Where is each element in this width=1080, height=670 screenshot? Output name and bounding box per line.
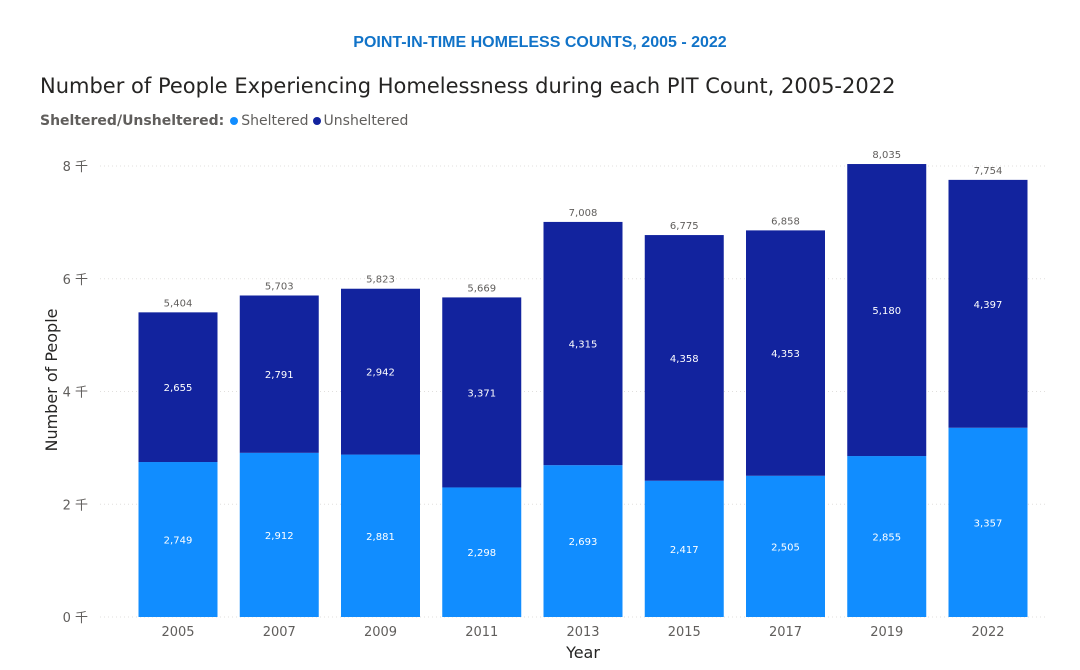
y-tick-label: 2 千 — [63, 498, 88, 513]
data-label-sheltered: 2,693 — [569, 537, 598, 548]
bar-group[interactable]: 2,298 3,371 5,669 — [442, 283, 522, 617]
data-label-sheltered: 3,357 — [974, 518, 1003, 529]
y-tick-label: 0 千 — [63, 611, 88, 626]
bar-unsheltered[interactable] — [442, 297, 522, 488]
legend-title: Sheltered/Unsheltered: — [40, 113, 225, 129]
x-axis-ticks: 2005 2007 2009 2011 2013 2015 2017 2019 2022 — [161, 625, 1004, 640]
bar-sheltered[interactable] — [341, 454, 420, 617]
legend-dot-unsheltered — [312, 117, 321, 125]
bar-unsheltered[interactable] — [543, 221, 623, 466]
bar-group[interactable]: 3,357 4,397 7,754 — [948, 166, 1028, 617]
x-axis-label: Year — [565, 643, 600, 662]
bar-unsheltered[interactable] — [847, 164, 927, 457]
bar-sheltered[interactable] — [746, 475, 825, 617]
y-axis-label: Number of People — [42, 308, 61, 451]
data-label-unsheltered: 2,942 — [366, 368, 395, 379]
bar-unsheltered[interactable] — [746, 230, 825, 476]
bar-group[interactable]: 2,881 2,942 5,823 — [341, 275, 420, 617]
total-label: 6,775 — [670, 221, 699, 232]
legend-label-unsheltered: Unsheltered — [323, 113, 409, 129]
total-label: 5,404 — [164, 298, 193, 309]
total-label: 7,008 — [569, 208, 598, 219]
x-tick-label: 2013 — [566, 625, 599, 640]
legend: Sheltered/Unsheltered: Sheltered Unshelt… — [40, 113, 412, 129]
bar-group[interactable]: 2,417 4,358 6,775 — [644, 221, 724, 617]
x-tick-label: 2019 — [870, 625, 903, 640]
bar-group[interactable]: 2,505 4,353 6,858 — [746, 216, 825, 617]
x-tick-label: 2009 — [364, 625, 397, 640]
bar-sheltered[interactable] — [948, 427, 1028, 617]
bar-group[interactable]: 2,912 2,791 5,703 — [239, 281, 319, 617]
x-tick-label: 2011 — [465, 625, 498, 640]
legend-item-unsheltered[interactable]: Unsheltered — [312, 113, 409, 129]
x-tick-label: 2015 — [668, 625, 701, 640]
chart-title: Number of People Experiencing Homelessne… — [40, 74, 896, 98]
bars: 2,749 2,655 5,404 2,912 2,791 5,703 2,881 2,942… — [138, 150, 1028, 617]
data-label-unsheltered: 4,353 — [771, 349, 800, 360]
data-label-unsheltered: 3,371 — [467, 388, 496, 399]
y-tick-label: 6 千 — [63, 273, 88, 288]
data-label-sheltered: 2,505 — [771, 542, 800, 553]
bar-unsheltered[interactable] — [948, 179, 1028, 428]
bar-group[interactable]: 2,693 4,315 7,008 — [543, 208, 623, 617]
bar-sheltered[interactable] — [644, 480, 724, 617]
bar-unsheltered[interactable] — [341, 288, 420, 455]
bar-unsheltered[interactable] — [239, 295, 319, 453]
x-tick-label: 2005 — [161, 625, 194, 640]
bar-sheltered[interactable] — [847, 456, 927, 617]
legend-label-sheltered: Sheltered — [241, 113, 309, 129]
data-label-unsheltered: 4,397 — [974, 300, 1003, 311]
bar-sheltered[interactable] — [239, 452, 319, 617]
data-label-unsheltered: 4,315 — [569, 340, 598, 351]
y-tick-label: 8 千 — [63, 160, 88, 175]
total-label: 8,035 — [872, 150, 901, 161]
bar-unsheltered[interactable] — [644, 235, 724, 481]
report-header-title: POINT-IN-TIME HOMELESS COUNTS, 2005 - 20… — [353, 34, 727, 51]
total-label: 5,669 — [467, 283, 496, 294]
bar-sheltered[interactable] — [543, 465, 623, 617]
bar-unsheltered[interactable] — [138, 312, 218, 463]
data-label-sheltered: 2,912 — [265, 531, 294, 542]
total-label: 6,858 — [771, 216, 800, 227]
data-label-sheltered: 2,881 — [366, 532, 395, 543]
legend-dot-sheltered — [230, 117, 239, 125]
total-label: 5,823 — [366, 275, 395, 286]
data-label-sheltered: 2,855 — [872, 533, 901, 544]
y-tick-label: 4 千 — [63, 386, 88, 401]
data-label-sheltered: 2,417 — [670, 545, 699, 556]
data-label-unsheltered: 2,655 — [164, 383, 193, 394]
total-label: 7,754 — [974, 166, 1003, 177]
bar-group[interactable]: 2,855 5,180 8,035 — [847, 150, 927, 617]
legend-item-sheltered[interactable]: Sheltered — [230, 113, 309, 129]
bar-sheltered[interactable] — [442, 487, 522, 617]
x-tick-label: 2022 — [971, 625, 1004, 640]
x-tick-label: 2007 — [263, 625, 296, 640]
data-label-sheltered: 2,298 — [467, 548, 496, 559]
data-label-unsheltered: 2,791 — [265, 370, 294, 381]
data-label-unsheltered: 5,180 — [872, 306, 901, 317]
data-label-sheltered: 2,749 — [164, 536, 193, 547]
bar-sheltered[interactable] — [138, 462, 218, 617]
data-label-unsheltered: 4,358 — [670, 354, 699, 365]
total-label: 5,703 — [265, 281, 294, 292]
y-axis-ticks: 0 千 2 千 4 千 6 千 8 千 — [63, 160, 88, 626]
bar-group[interactable]: 2,749 2,655 5,404 — [138, 298, 218, 617]
x-tick-label: 2017 — [769, 625, 802, 640]
